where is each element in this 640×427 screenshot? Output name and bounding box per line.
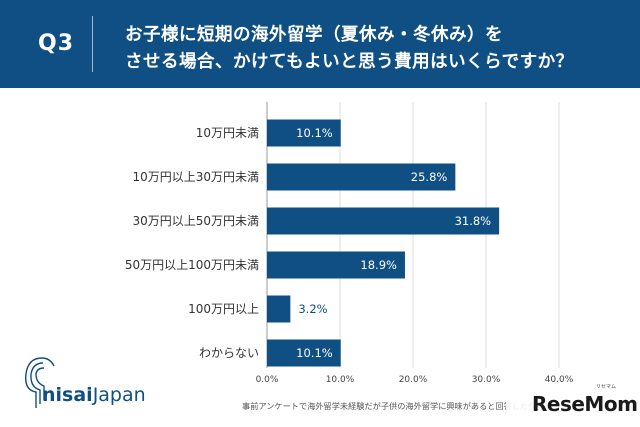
bar <box>267 339 341 367</box>
question-number: Q3 <box>38 31 75 56</box>
bar <box>267 163 456 191</box>
question-text-line-2: させる場合、かけてもよいと思う費用はいくらですか？ <box>125 52 574 72</box>
header-divider <box>92 16 93 72</box>
bar-chart: 0.0% 10.0% 20.0% 30.0% 40.0% 10万円未満 10.1% 10万円以… <box>125 102 574 385</box>
data-label: 3.2% <box>298 302 327 316</box>
survey-footnote: 事前アンケートで海外留学未経験だが子供の海外留学に興味があると回答した保護者 <box>242 401 553 411</box>
category-label: 10万円未満 <box>196 126 259 140</box>
question-text-line-1: お子様に短期の海外留学（夏休み・冬休み）を <box>125 25 503 45</box>
bar-layer <box>267 119 500 367</box>
logo-wordmark: nisaiJapan <box>42 384 146 406</box>
data-label: 25.8% <box>411 170 448 184</box>
bar <box>267 295 291 323</box>
bar <box>267 119 341 147</box>
category-label: 100万円以上 <box>188 302 259 316</box>
logo-word-japan: Japan <box>92 384 146 406</box>
data-label: 18.9% <box>360 258 397 272</box>
category-label: 10万円以上30万円未満 <box>132 170 259 184</box>
resemom-watermark: ReseMom <box>532 392 638 416</box>
bar <box>267 251 405 279</box>
nisai-japan-logo <box>25 357 55 408</box>
watermark-backdrop <box>506 386 634 422</box>
data-label: 10.1% <box>296 346 333 360</box>
data-label: 10.1% <box>296 126 333 140</box>
bar <box>267 207 500 235</box>
x-tick-label: 10.0% <box>326 375 355 385</box>
x-tick-label: 30.0% <box>472 375 501 385</box>
x-tick-label: 0.0% <box>256 375 279 385</box>
category-label: わからない <box>199 346 259 360</box>
category-label: 30万円以上50万円未満 <box>132 214 259 228</box>
label-layer: 0.0% 10.0% 20.0% 30.0% 40.0% 10万円未満 10.1% 10万円以… <box>125 126 574 385</box>
data-label: 31.8% <box>455 214 492 228</box>
category-label: 50万円以上100万円未満 <box>125 258 259 272</box>
x-tick-label: 40.0% <box>545 375 574 385</box>
logo-word-nisai: nisai <box>42 384 93 406</box>
x-tick-label: 20.0% <box>399 375 428 385</box>
watermark-ruby: リセマム <box>596 384 617 390</box>
question-header: Q3 お子様に短期の海外留学（夏休み・冬休み）を させる場合、かけてもよいと思う… <box>0 0 640 88</box>
head-profile-icon <box>25 357 55 408</box>
